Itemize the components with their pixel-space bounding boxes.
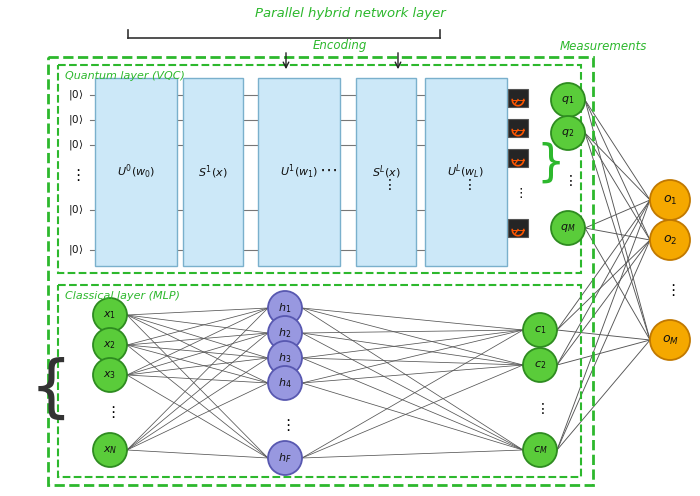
FancyBboxPatch shape (95, 78, 177, 266)
Text: $o_2$: $o_2$ (663, 234, 677, 247)
Text: $h_4$: $h_4$ (278, 376, 292, 390)
Bar (58, 285, 581, 477)
Text: $U^L(w_L)$: $U^L(w_L)$ (447, 163, 484, 181)
Text: $q_1$: $q_1$ (561, 94, 575, 106)
Circle shape (93, 298, 127, 332)
Text: $x_1$: $x_1$ (104, 309, 116, 321)
FancyBboxPatch shape (183, 78, 243, 266)
Text: $\vdots$: $\vdots$ (514, 186, 522, 200)
Circle shape (93, 328, 127, 362)
Text: $h_2$: $h_2$ (279, 326, 292, 340)
Text: $U^1(w_1)$: $U^1(w_1)$ (280, 163, 318, 181)
Text: $S^1(x)$: $S^1(x)$ (198, 163, 228, 181)
Text: $|0\rangle$: $|0\rangle$ (68, 203, 83, 217)
Text: $h_3$: $h_3$ (279, 351, 292, 365)
Text: Encoding: Encoding (313, 40, 368, 53)
FancyBboxPatch shape (258, 78, 340, 266)
Circle shape (268, 366, 302, 400)
Text: $\vdots$: $\vdots$ (280, 417, 290, 433)
Circle shape (523, 348, 557, 382)
Text: $|0\rangle$: $|0\rangle$ (68, 88, 83, 102)
FancyBboxPatch shape (508, 89, 528, 107)
Text: Parallel hybrid network layer: Parallel hybrid network layer (255, 7, 445, 20)
Text: $\cdots$: $\cdots$ (319, 161, 337, 179)
FancyBboxPatch shape (356, 78, 416, 266)
Text: $S^L(x)$: $S^L(x)$ (372, 163, 400, 181)
Text: $x_2$: $x_2$ (104, 339, 116, 351)
Text: $o_M$: $o_M$ (662, 333, 678, 347)
Text: Quantum layer (VQC): Quantum layer (VQC) (65, 71, 185, 81)
Circle shape (268, 441, 302, 475)
Bar (48, 57, 593, 485)
Text: $c_2$: $c_2$ (534, 359, 546, 371)
Circle shape (268, 341, 302, 375)
Text: $|0\rangle$: $|0\rangle$ (68, 113, 83, 127)
Text: $\vdots$: $\vdots$ (382, 178, 392, 192)
Circle shape (93, 358, 127, 392)
Text: $\vdots$: $\vdots$ (536, 400, 545, 416)
Text: $c_M$: $c_M$ (533, 444, 547, 456)
Text: $x_N$: $x_N$ (103, 444, 117, 456)
FancyBboxPatch shape (508, 219, 528, 237)
Circle shape (268, 316, 302, 350)
Text: Measurements: Measurements (560, 40, 648, 53)
Text: $\vdots$: $\vdots$ (105, 404, 116, 420)
Text: $\vdots$: $\vdots$ (462, 178, 472, 192)
Text: $|0\rangle$: $|0\rangle$ (68, 138, 83, 152)
Circle shape (551, 116, 585, 150)
Circle shape (93, 433, 127, 467)
Text: $o_1$: $o_1$ (663, 193, 677, 206)
FancyBboxPatch shape (425, 78, 507, 266)
Text: $\vdots$: $\vdots$ (665, 282, 676, 298)
Text: $x_3$: $x_3$ (104, 369, 117, 381)
Circle shape (551, 83, 585, 117)
Text: $q_2$: $q_2$ (561, 127, 575, 139)
Text: Classical layer (MLP): Classical layer (MLP) (65, 291, 180, 301)
Circle shape (551, 211, 585, 245)
FancyBboxPatch shape (508, 119, 528, 137)
Circle shape (523, 313, 557, 347)
Text: $h_1$: $h_1$ (279, 301, 292, 315)
Text: $U^0(w_0)$: $U^0(w_0)$ (117, 163, 155, 181)
Circle shape (268, 291, 302, 325)
Text: $q_M$: $q_M$ (560, 222, 576, 234)
Text: {: { (29, 357, 72, 423)
Circle shape (650, 180, 690, 220)
Text: $h_F$: $h_F$ (278, 451, 292, 465)
Text: $\vdots$: $\vdots$ (70, 167, 80, 183)
Text: $c_1$: $c_1$ (534, 324, 546, 336)
Text: }: } (536, 141, 564, 185)
FancyBboxPatch shape (508, 149, 528, 167)
Text: $\vdots$: $\vdots$ (564, 173, 573, 187)
Circle shape (650, 220, 690, 260)
Text: $|0\rangle$: $|0\rangle$ (68, 243, 83, 257)
Circle shape (523, 433, 557, 467)
Bar (58, 65, 581, 273)
Circle shape (650, 320, 690, 360)
